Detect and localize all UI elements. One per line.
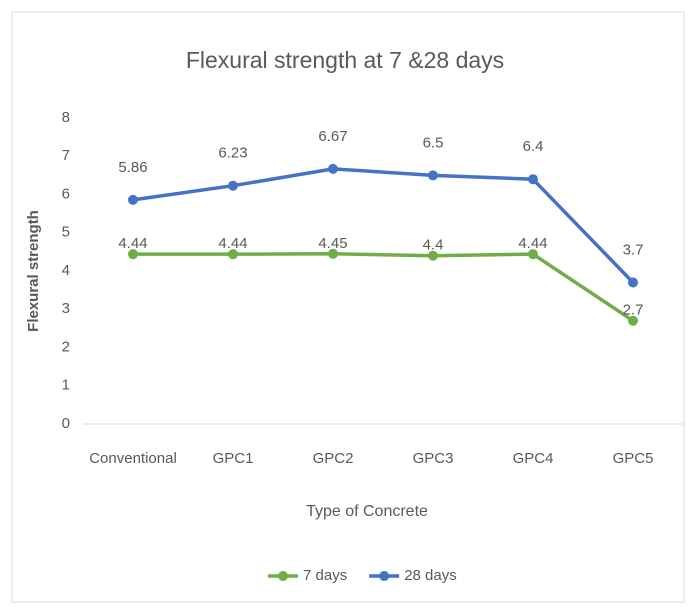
y-axis-title: Flexural strength	[25, 210, 42, 332]
data-label: 3.7	[623, 241, 644, 258]
legend-label: 28 days	[404, 567, 457, 584]
y-tick-label: 5	[62, 224, 70, 241]
legend-marker	[278, 571, 288, 581]
data-label: 6.23	[218, 145, 247, 162]
data-point	[428, 170, 438, 181]
x-tick-label: GPC4	[513, 450, 554, 467]
data-point	[328, 163, 338, 174]
data-label: 6.5	[423, 134, 444, 151]
data-label: 4.44	[118, 235, 147, 252]
data-label: 6.67	[318, 128, 347, 145]
data-point	[428, 250, 438, 261]
data-point	[528, 249, 538, 260]
data-label: 6.4	[523, 138, 544, 155]
legend-label: 7 days	[303, 567, 347, 584]
data-point	[628, 315, 638, 326]
data-label: 4.44	[518, 235, 547, 252]
series-line	[133, 252, 634, 323]
x-tick-label: GPC5	[613, 450, 654, 467]
y-tick-label: 4	[62, 262, 70, 279]
data-label: 4.45	[318, 235, 347, 252]
data-label: 5.86	[118, 159, 147, 176]
x-tick-label: Conventional	[89, 450, 177, 467]
y-tick-label: 6	[62, 185, 70, 202]
data-point	[228, 180, 238, 191]
data-point	[528, 174, 538, 185]
y-tick-label: 8	[62, 109, 70, 126]
chart-border	[11, 11, 685, 603]
x-tick-label: GPC3	[413, 450, 454, 467]
data-point	[228, 249, 238, 260]
y-tick-label: 1	[62, 377, 70, 394]
chart-title: Flexural strength at 7 &28 days	[186, 47, 504, 73]
y-tick-label: 3	[62, 300, 70, 317]
y-tick-label: 7	[62, 147, 70, 164]
x-tick-label: GPC2	[313, 450, 354, 467]
data-point	[128, 194, 138, 205]
y-tick-label: 2	[62, 338, 70, 355]
legend-marker	[379, 571, 390, 581]
data-label: 4.4	[423, 237, 444, 254]
data-point	[128, 249, 138, 260]
data-point	[328, 248, 338, 259]
data-point	[628, 277, 638, 288]
data-label: 2.7	[623, 302, 644, 319]
y-tick-label: 0	[62, 415, 70, 432]
series-line	[132, 167, 635, 284]
x-tick-label: GPC1	[213, 450, 254, 467]
x-axis-title: Type of Concrete	[306, 503, 428, 520]
data-label: 4.44	[218, 235, 247, 252]
